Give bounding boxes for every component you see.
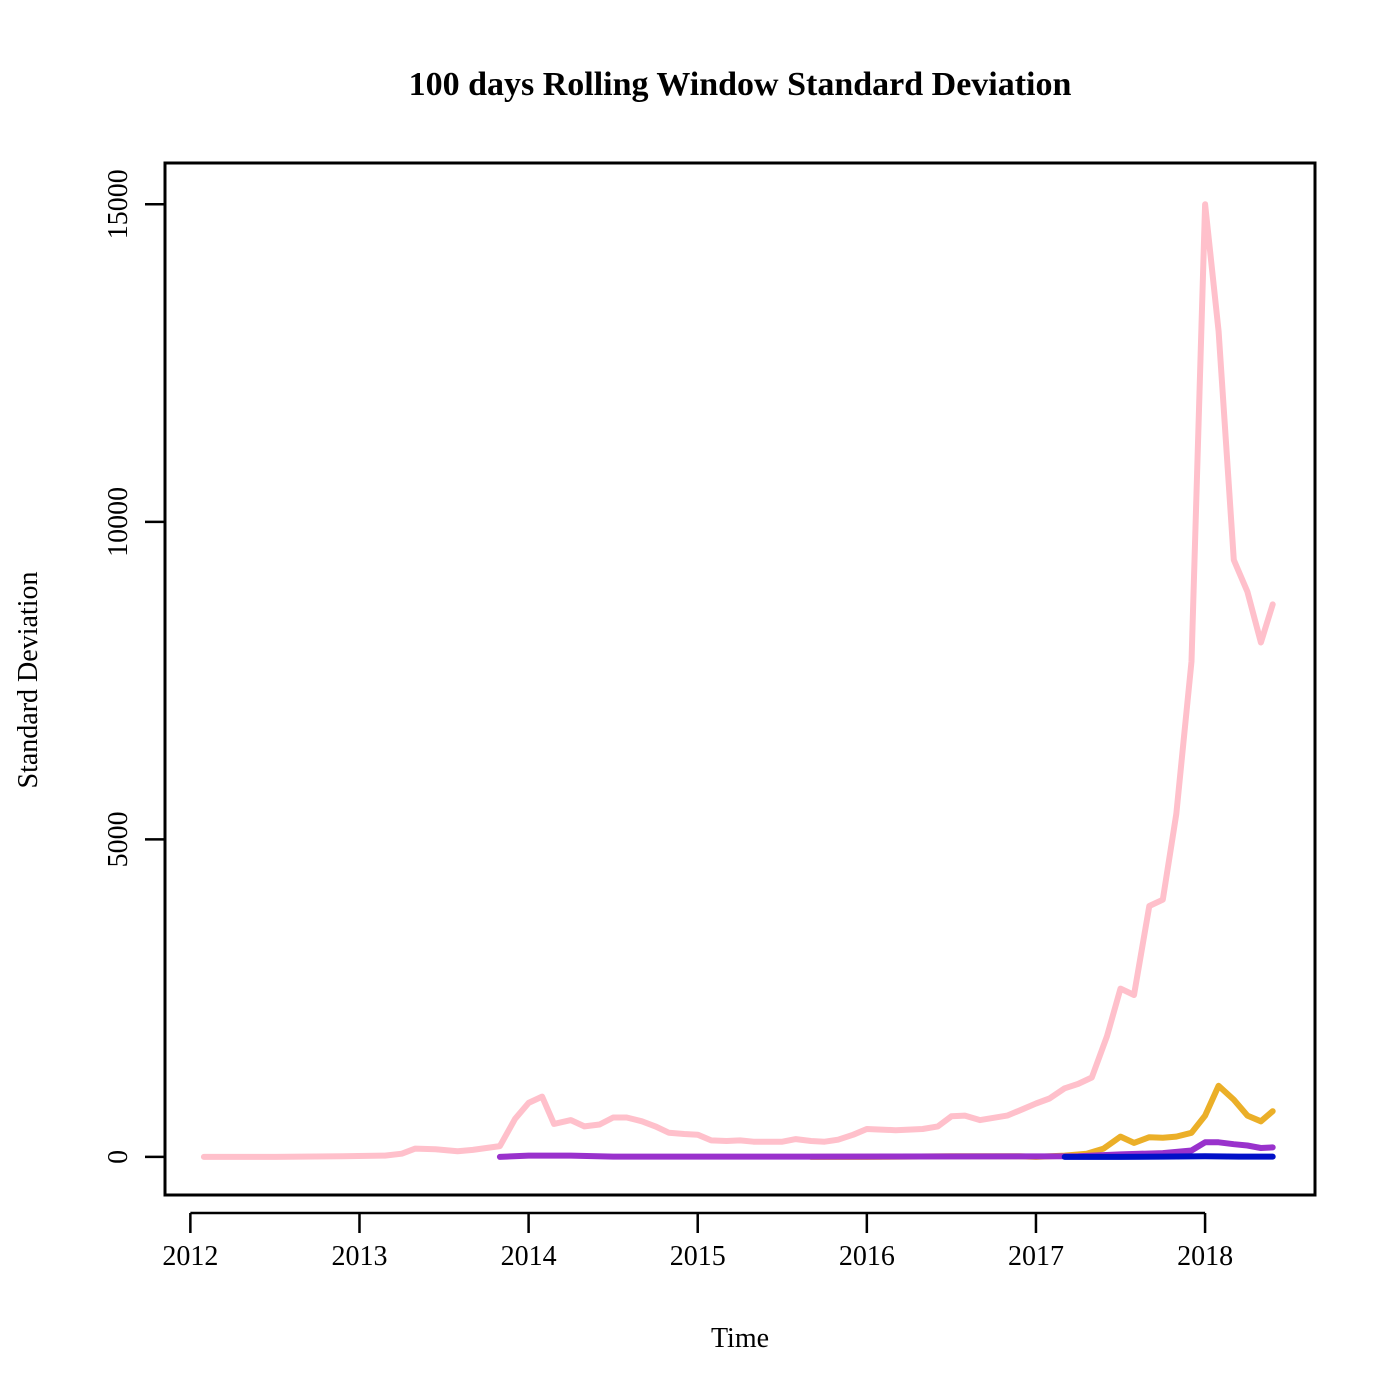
series-line-1: [200, 201, 1276, 1160]
y-axis-label: Standard Deviation: [13, 572, 44, 789]
x-tick-label: 2013: [331, 1241, 387, 1272]
y-tick-label: 5000: [103, 811, 134, 867]
series-line-4: [1061, 1153, 1276, 1160]
x-tick-label: 2016: [839, 1241, 895, 1272]
series-layer: [200, 201, 1276, 1160]
x-tick-label: 2018: [1177, 1241, 1233, 1272]
y-tick-label: 15000: [103, 169, 134, 239]
chart-title: 100 days Rolling Window Standard Deviati…: [409, 66, 1072, 103]
x-tick-label: 2012: [162, 1241, 218, 1272]
x-axis: 2012 2013 2014 2015 2016 2017 2018: [162, 1211, 1233, 1272]
y-tick-label: 10000: [103, 487, 134, 557]
y-tick-label: 0: [103, 1150, 134, 1164]
y-axis: 0 5000 10000 15000: [103, 169, 165, 1164]
x-tick-label: 2017: [1008, 1241, 1064, 1272]
x-axis-label: Time: [711, 1323, 769, 1354]
x-tick-label: 2014: [501, 1241, 557, 1272]
plot-frame: [163, 161, 1317, 1197]
x-tick-label: 2015: [670, 1241, 726, 1272]
